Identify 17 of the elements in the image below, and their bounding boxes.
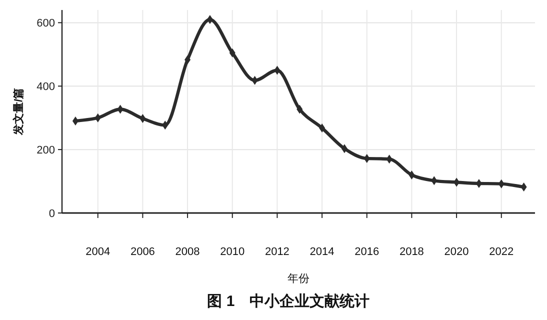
y-tick-label: 400 [36, 81, 55, 94]
y-tick-label: 600 [36, 18, 55, 30]
x-tick-label: 2008 [175, 246, 200, 258]
x-axis-title: 年份 [288, 273, 310, 285]
x-tick-label: 2014 [310, 246, 334, 258]
x-tick-label: 2004 [86, 246, 110, 258]
x-tick-label: 2022 [489, 246, 514, 258]
x-tick-label: 2020 [444, 246, 469, 258]
y-tick-label: 200 [36, 144, 55, 157]
y-axis-title: 发文量/篇 [12, 88, 25, 136]
x-tick-label: 2016 [354, 246, 380, 258]
x-tick-label: 2012 [264, 246, 290, 258]
x-tick-label: 2006 [130, 246, 155, 258]
x-tick-label: 2010 [220, 246, 245, 258]
y-tick-label: 0 [48, 208, 55, 220]
text: 图 1 中小企业文献统计 [207, 293, 370, 310]
x-tick-label: 2018 [399, 246, 424, 258]
